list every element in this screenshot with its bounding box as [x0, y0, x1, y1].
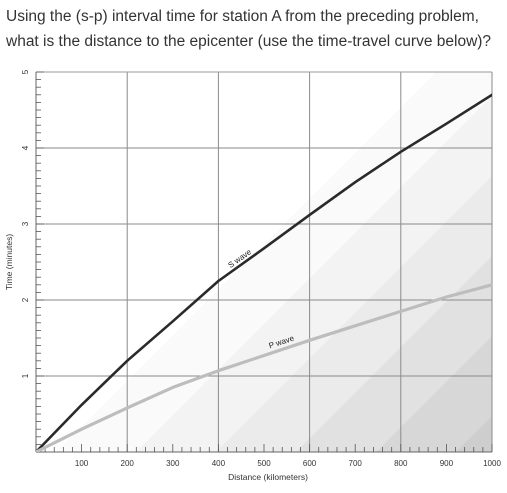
y-tick-label: 3	[21, 221, 30, 226]
series-layer	[36, 93, 492, 452]
y-axis-ticks: 1 2 3 4 5	[21, 69, 30, 378]
x-tick-label: 200	[121, 459, 135, 468]
shade-band	[456, 416, 492, 452]
p-wave-curve	[36, 283, 492, 452]
y-tick-label: 1	[21, 373, 30, 378]
question-line-1: Using the (s-p) interval time for statio…	[6, 8, 479, 25]
y-axis-title: Time (minutes)	[4, 234, 14, 291]
x-tick-label: 1000	[483, 459, 501, 468]
y-tick-label: 5	[21, 69, 30, 74]
grid	[35, 71, 493, 453]
y-tick-label: 2	[21, 297, 30, 302]
x-axis-title: Distance (kilometers)	[228, 472, 308, 482]
x-tick-label: 400	[212, 459, 226, 468]
s-wave-curve	[36, 93, 492, 452]
x-tick-label: 700	[349, 459, 363, 468]
plot-background	[36, 72, 492, 452]
x-tick-label: 500	[257, 459, 271, 468]
y-tick-label: 4	[21, 145, 30, 150]
question-line-2: what is the distance to the epicenter (u…	[6, 33, 492, 50]
x-tick-label: 900	[440, 459, 454, 468]
x-tick-label: 800	[394, 459, 408, 468]
x-tick-label: 300	[166, 459, 180, 468]
question-text: Using the (s-p) interval time for statio…	[6, 4, 506, 54]
x-tick-label: 600	[303, 459, 317, 468]
x-axis-ticks: 100 200 300 400 500 600 700 800 900 1000	[75, 459, 502, 468]
x-tick-label: 100	[75, 459, 89, 468]
shade-band	[376, 336, 492, 452]
